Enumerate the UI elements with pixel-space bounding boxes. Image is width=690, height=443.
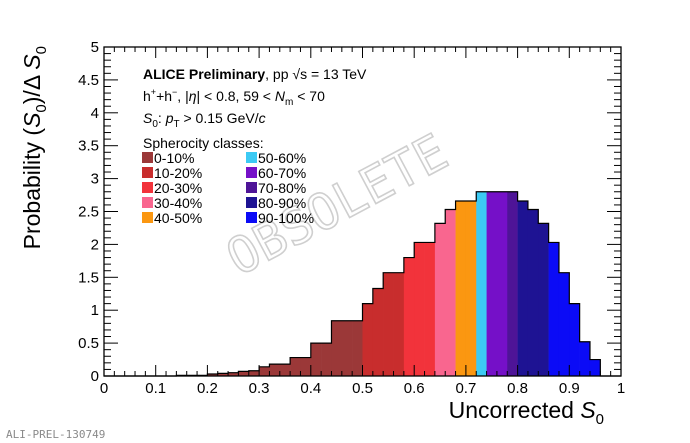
histogram-bar [238,371,250,376]
histogram-bar [217,373,229,376]
histogram-bar [445,209,456,376]
histogram-bar [476,191,487,376]
histogram-bar [269,364,281,376]
x-tick-label: 0 [100,380,108,397]
legend-label: 10-20% [154,165,202,181]
histogram-bar [331,320,343,376]
x-tick-label: 0.3 [249,380,270,397]
legend-label: 0-10% [154,150,194,166]
y-tick-label: 5 [91,39,99,56]
y-tick-label: 4 [91,105,99,122]
y-tick-label: 3.5 [78,138,99,155]
y-tick-label: 2.5 [78,204,99,221]
selection-cuts: h++h−, |η| < 0.8, 59 < Nm < 70 [143,87,325,108]
histogram-bar [259,366,270,376]
legend-swatch [142,197,153,208]
y-tick-label: 4.5 [78,72,99,89]
x-axis-title: Uncorrected S0 [449,397,604,428]
pt-cut: S0: pT > 0.15 GeV/c [143,110,266,130]
histogram-bar [465,200,477,376]
histogram-bar [496,191,508,376]
histogram-bar [403,257,415,376]
y-tick-label: 2 [91,236,99,253]
legend-label: 90-100% [258,210,314,226]
legend-label: 20-30% [154,180,202,196]
legend-swatch [142,212,153,223]
x-tick-label: 0.7 [455,380,476,397]
y-tick-label: 1.5 [78,269,99,286]
x-tick-label: 0.1 [145,380,166,397]
histogram-bar [527,209,539,376]
legend-label: 50-60% [258,150,306,166]
histogram-bar [548,242,560,376]
legend-swatch [142,167,153,178]
info-block: ALICE Preliminary, pp √s = 13 TeV h++h−,… [143,66,367,130]
histogram-bar [507,191,518,376]
legend-swatch [246,182,257,193]
histogram-bar [589,359,601,376]
y-tick-label: 0 [91,368,99,385]
histogram-bar [486,191,498,376]
axis-ticks: 0 0.1 0.2 0.3 0.4 0.5 0.6 0.7 0.8 0.9 1 0 0.5 1 1.5 2 2.… [78,39,625,397]
histogram-bar [538,223,549,376]
histogram-bar [372,288,384,376]
legend-swatch [246,167,257,178]
legend-swatch [246,152,257,163]
x-tick-label: 0.5 [352,380,373,397]
histogram-bar [321,343,332,376]
legend-label: 70-80% [258,180,306,196]
histogram-bar [228,372,239,376]
histogram-bar [414,242,425,376]
histogram-bar [279,364,291,376]
x-tick-label: 1 [617,380,625,397]
legend: 0-10%10-20%20-30%30-40%40-50% 50-60%60-70… [142,150,314,226]
legend-label: 30-40% [154,195,202,211]
histogram-bar [362,303,374,376]
histogram-bar [434,223,446,376]
legend-label: 60-70% [258,165,306,181]
x-tick-label: 0.4 [300,380,321,397]
y-tick-label: 0.5 [78,335,99,352]
x-tick-label: 0.8 [507,380,528,397]
histogram-bar [248,370,260,376]
histogram-bar [517,200,529,376]
y-tick-label: 1 [91,302,99,319]
legend-title: Spherocity classes: [143,135,264,151]
y-axis-title: Probability (S0)/Δ S0 [19,46,50,249]
histogram-bar [424,242,436,376]
histogram-bar [300,357,312,376]
x-tick-label: 0.6 [404,380,425,397]
legend-swatch [246,212,257,223]
legend-swatch [142,182,153,193]
x-tick-label: 0.9 [559,380,580,397]
histogram-bar [558,272,570,376]
histogram-bar [383,272,394,376]
histogram-bar [455,200,467,376]
histogram-bar [310,343,322,376]
legend-label: 80-90% [258,195,306,211]
histogram-bar [341,320,353,376]
histogram-bar [569,303,580,376]
y-tick-label: 3 [91,171,99,188]
histogram-bar [393,272,405,376]
histogram-bar [207,374,219,376]
histogram-bar [352,320,363,376]
legend-swatch [246,197,257,208]
x-tick-label: 0.2 [197,380,218,397]
alice-label: ALICE Preliminary, pp √s = 13 TeV [143,66,367,82]
figure-id: ALI-PREL-130749 [6,428,105,441]
histogram-bar [290,357,301,376]
histogram-bar [579,341,591,376]
legend-label: 40-50% [154,210,202,226]
legend-swatch [142,152,153,163]
